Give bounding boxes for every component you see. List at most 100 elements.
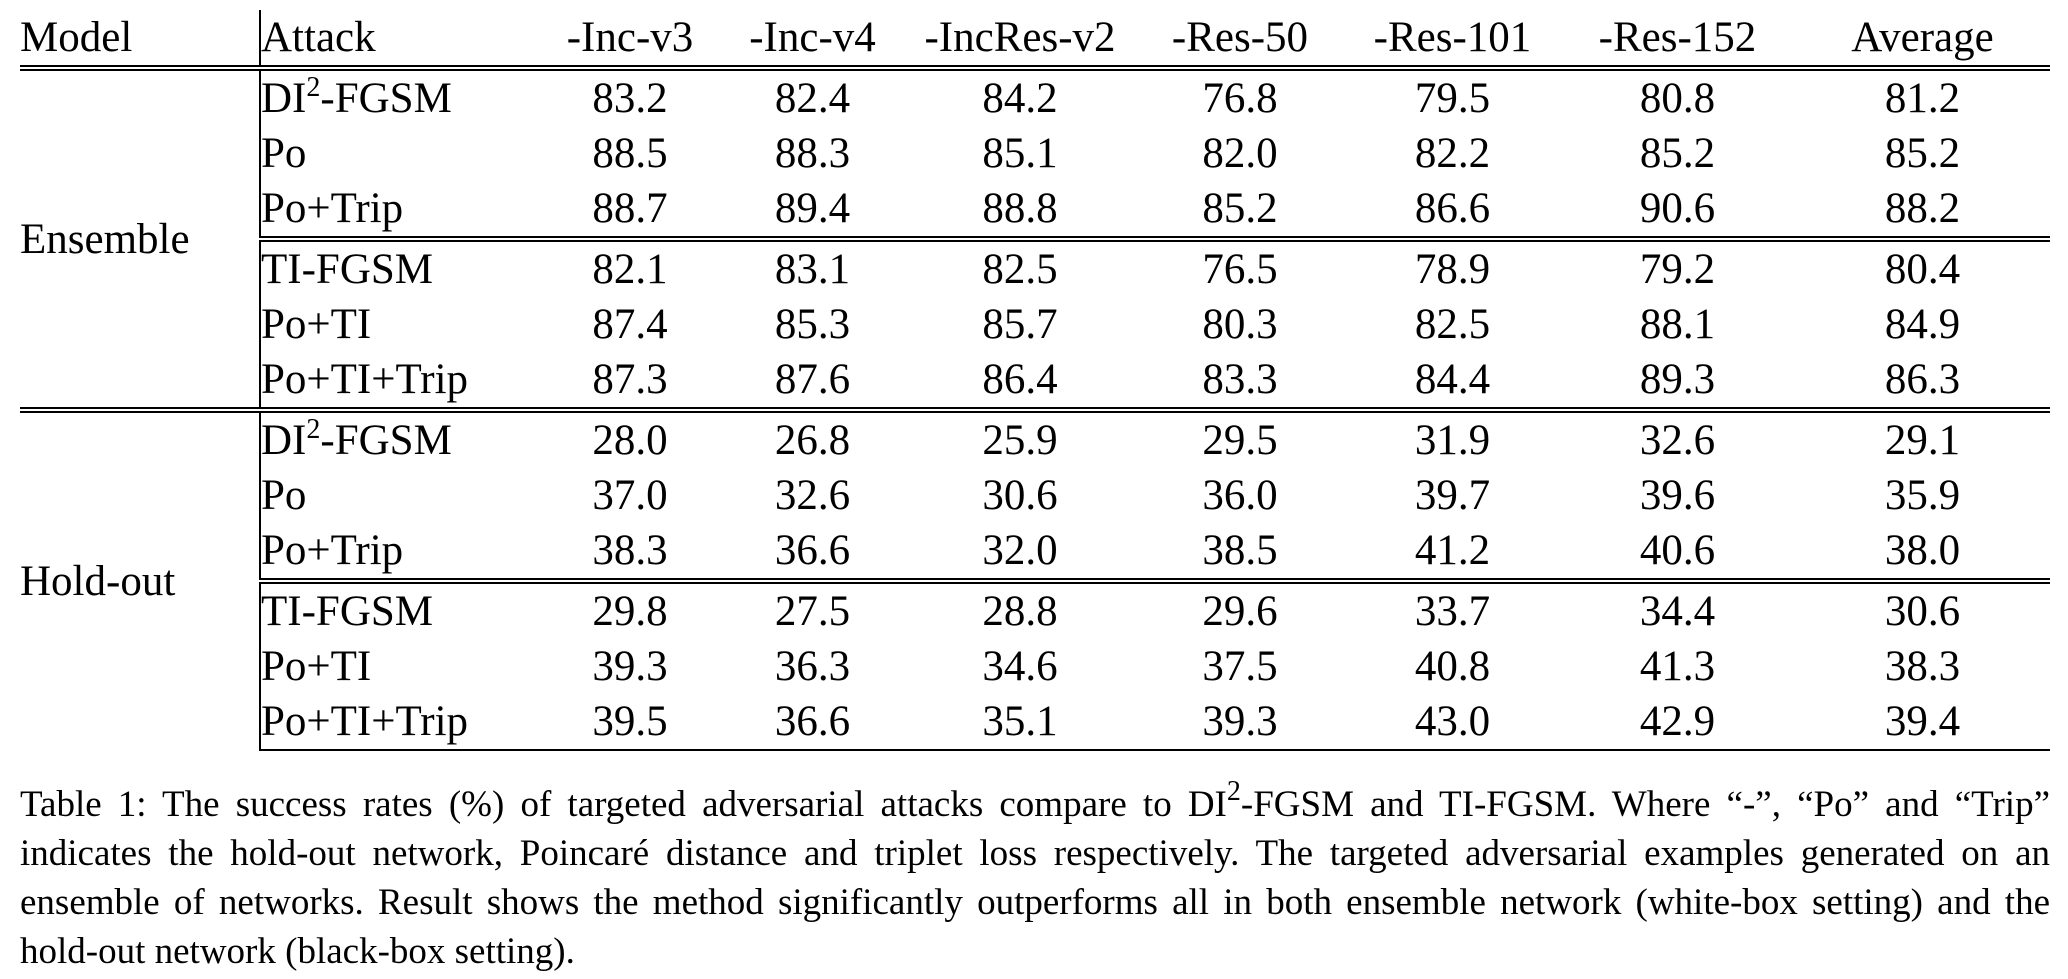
attack-base: TI-FGSM: [261, 246, 434, 293]
value-cell: 41.2: [1414, 527, 1491, 574]
value-cell: 36.6: [720, 694, 905, 751]
attack-base: Po+Trip: [261, 185, 404, 232]
value-cell: 79.5: [1414, 75, 1491, 122]
value-cell: 86.3: [1884, 356, 1961, 403]
value-cell: 31.9: [1345, 407, 1560, 468]
value-cell: 34.6: [982, 643, 1058, 690]
value-cell: 84.4: [1414, 356, 1491, 403]
value-cell: 27.5: [720, 578, 905, 639]
value-cell: 36.0: [1202, 472, 1278, 519]
value-cell: 39.4: [1795, 694, 2050, 751]
value-cell: 35.9: [1884, 472, 1961, 519]
value-cell: 39.3: [592, 643, 668, 690]
value-cell: 39.5: [540, 694, 720, 751]
value-cell: 90.6: [1639, 185, 1716, 232]
value-cell: 85.7: [982, 301, 1058, 348]
value-cell: 37.0: [592, 472, 668, 519]
value-cell: 86.6: [1414, 185, 1491, 232]
value-cell: 38.3: [1884, 643, 1961, 690]
value-cell: 83.2: [592, 75, 668, 122]
value-cell: 33.7: [1345, 578, 1560, 639]
attack-suffix: -FGSM: [320, 75, 452, 122]
value-cell: 39.3: [1135, 694, 1345, 751]
value-cell: 30.6: [1795, 578, 2050, 639]
value-cell: 32.0: [982, 527, 1058, 574]
attack-name: Po+Trip: [259, 181, 540, 239]
value-cell: 87.6: [774, 356, 851, 403]
value-cell: 36.3: [774, 643, 851, 690]
value-cell: 29.6: [1135, 578, 1345, 639]
value-cell: 82.5: [905, 236, 1135, 297]
attack-name: Po+TI+Trip: [259, 694, 540, 751]
value-cell: 84.9: [1884, 301, 1961, 348]
value-cell: 42.9: [1560, 694, 1795, 751]
value-cell: 81.2: [1884, 75, 1961, 122]
attack-base: Po+TI+Trip: [261, 356, 469, 403]
caption-part2: -FGSM and TI-FGSM. Where “-”, “Po” and “…: [20, 784, 2051, 972]
table-row: Po 88.5 88.3 85.1 82.0 82.2 85.2 85.2: [20, 126, 2050, 181]
value-cell: 29.5: [1135, 407, 1345, 468]
value-cell: 43.0: [1345, 694, 1560, 751]
value-cell: 85.1: [982, 130, 1058, 177]
attack-base: TI-FGSM: [261, 588, 434, 635]
value-cell: 40.6: [1639, 527, 1716, 574]
column-header: -Res-101: [1345, 10, 1560, 71]
caption-superscript: 2: [1226, 776, 1241, 807]
value-cell: 80.4: [1795, 236, 2050, 297]
caption-part1: Table 1: The success rates (%) of target…: [20, 784, 1227, 825]
value-cell: 80.3: [1202, 301, 1278, 348]
attack-name: TI-FGSM: [259, 236, 540, 297]
attack-superscript: 2: [306, 414, 321, 445]
table-caption: Table 1: The success rates (%) of target…: [20, 778, 2051, 976]
attack-name: Po: [259, 468, 540, 523]
table-row: Hold-out DI2-FGSM 28.0 26.8 25.9 29.5 31.9 32.6…: [20, 407, 2050, 750]
attack-base: Po: [261, 472, 307, 519]
results-table: Model Attack -Inc-v3 -Inc-v4 -IncRes-v2 -Res-…: [20, 10, 2050, 751]
table-row: Po 37.0 32.6 30.6 36.0 39.7 39.6 35.9: [20, 468, 2050, 523]
value-cell: 88.1: [1639, 301, 1716, 348]
value-cell: 40.8: [1414, 643, 1491, 690]
attack-base: DI: [261, 75, 307, 122]
value-cell: 85.3: [774, 301, 851, 348]
value-cell: 88.2: [1884, 185, 1961, 232]
value-cell: 29.1: [1795, 407, 2050, 468]
column-header: Average: [1795, 10, 2050, 71]
value-cell: 38.0: [1884, 527, 1961, 574]
value-cell: 78.9: [1345, 236, 1560, 297]
attack-name: Po+TI: [259, 297, 540, 352]
header-row: Model Attack -Inc-v3 -Inc-v4 -IncRes-v2 -Res-…: [20, 10, 2050, 71]
results-table-container: Model Attack -Inc-v3 -Inc-v4 -IncRes-v2 -Res-…: [20, 10, 2050, 751]
value-cell: 39.7: [1414, 472, 1491, 519]
value-cell: 34.4: [1560, 578, 1795, 639]
value-cell: 88.8: [982, 185, 1058, 232]
table-row: Po+Trip 88.7 89.4 88.8 85.2 86.6 90.6 88.2: [20, 181, 2050, 239]
attack-base: Po+TI: [261, 301, 372, 348]
value-cell: 88.5: [592, 130, 668, 177]
value-cell: 82.0: [1202, 130, 1278, 177]
attack-name: Po+Trip: [259, 523, 540, 581]
value-cell: 28.0: [540, 407, 720, 468]
value-cell: 38.3: [592, 527, 668, 574]
table-row: TI-FGSM 82.1 83.1 82.5 76.5 78.9 79.2 80.4: [20, 236, 2050, 297]
value-cell: 89.3: [1639, 356, 1716, 403]
column-header: -Inc-v4: [720, 10, 905, 71]
attack-name: DI2-FGSM: [259, 68, 540, 126]
column-header: -Res-50: [1135, 10, 1345, 71]
value-cell: 79.2: [1560, 236, 1795, 297]
attack-base: Po+Trip: [261, 527, 404, 574]
value-cell: 36.6: [774, 527, 851, 574]
value-cell: 37.5: [1202, 643, 1278, 690]
column-header: Model: [20, 10, 260, 71]
column-header: Attack: [259, 10, 540, 71]
table-row: TI-FGSM 29.8 27.5 28.8 29.6 33.7 34.4 30.6: [20, 578, 2050, 639]
column-header: -IncRes-v2: [905, 10, 1135, 71]
table-row: Po+TI+Trip 39.5 36.6 35.1 39.3 43.0 42.9 39.4: [20, 694, 2050, 751]
value-cell: 85.2: [1884, 130, 1961, 177]
value-cell: 76.8: [1202, 75, 1278, 122]
value-cell: 32.6: [1560, 407, 1795, 468]
attack-name: Po+TI: [259, 639, 540, 694]
value-cell: 82.4: [774, 75, 851, 122]
value-cell: 85.2: [1202, 185, 1278, 232]
value-cell: 38.5: [1202, 527, 1278, 574]
value-cell: 88.7: [592, 185, 668, 232]
